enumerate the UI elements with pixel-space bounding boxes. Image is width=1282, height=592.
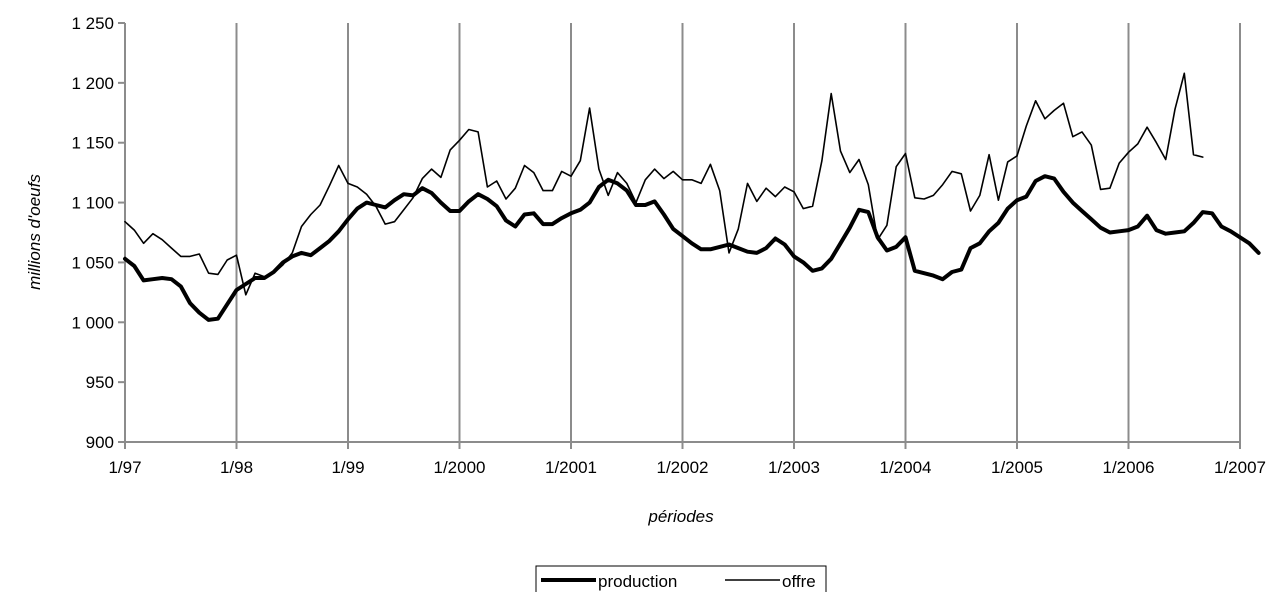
x-tick-label: 1/98 — [220, 458, 253, 477]
legend-label-production: production — [598, 572, 677, 591]
x-tick-label: 1/97 — [108, 458, 141, 477]
y-tick-labels: 900 950 1 000 1 050 1 100 1 150 1 200 1 250 — [71, 14, 114, 452]
y-tick-label: 1 150 — [71, 134, 114, 153]
x-tick-label: 1/2004 — [880, 458, 932, 477]
x-tick-label: 1/2005 — [991, 458, 1043, 477]
x-tick-label: 1/99 — [331, 458, 364, 477]
y-tick-label: 1 200 — [71, 74, 114, 93]
legend-label-offre: offre — [782, 572, 816, 591]
x-axis-title: périodes — [647, 507, 714, 526]
y-tick-label: 1 100 — [71, 194, 114, 213]
series-line-production — [123, 174, 1261, 322]
axes — [118, 22, 1241, 449]
x-tick-label: 1/2002 — [657, 458, 709, 477]
x-tick-label: 1/2007 — [1214, 458, 1266, 477]
y-axis-title: millions d'oeufs — [25, 174, 44, 290]
y-tick-label: 1 050 — [71, 253, 114, 272]
x-tick-label: 1/2006 — [1103, 458, 1155, 477]
x-tick-label: 1/2003 — [768, 458, 820, 477]
x-tick-label: 1/2000 — [434, 458, 486, 477]
series-line-offre — [124, 72, 1204, 296]
series-group — [123, 72, 1261, 322]
y-tick-label: 1 000 — [71, 313, 114, 332]
grid-lines — [235, 23, 1241, 442]
x-tick-label: 1/2001 — [545, 458, 597, 477]
y-tick-label: 950 — [86, 373, 114, 392]
legend: production offre — [535, 565, 827, 592]
y-tick-label: 900 — [86, 433, 114, 452]
x-tick-labels: 1/97 1/98 1/99 1/2000 1/2001 1/2002 1/2003 1/20… — [108, 458, 1266, 477]
y-tick-label: 1 250 — [71, 14, 114, 33]
